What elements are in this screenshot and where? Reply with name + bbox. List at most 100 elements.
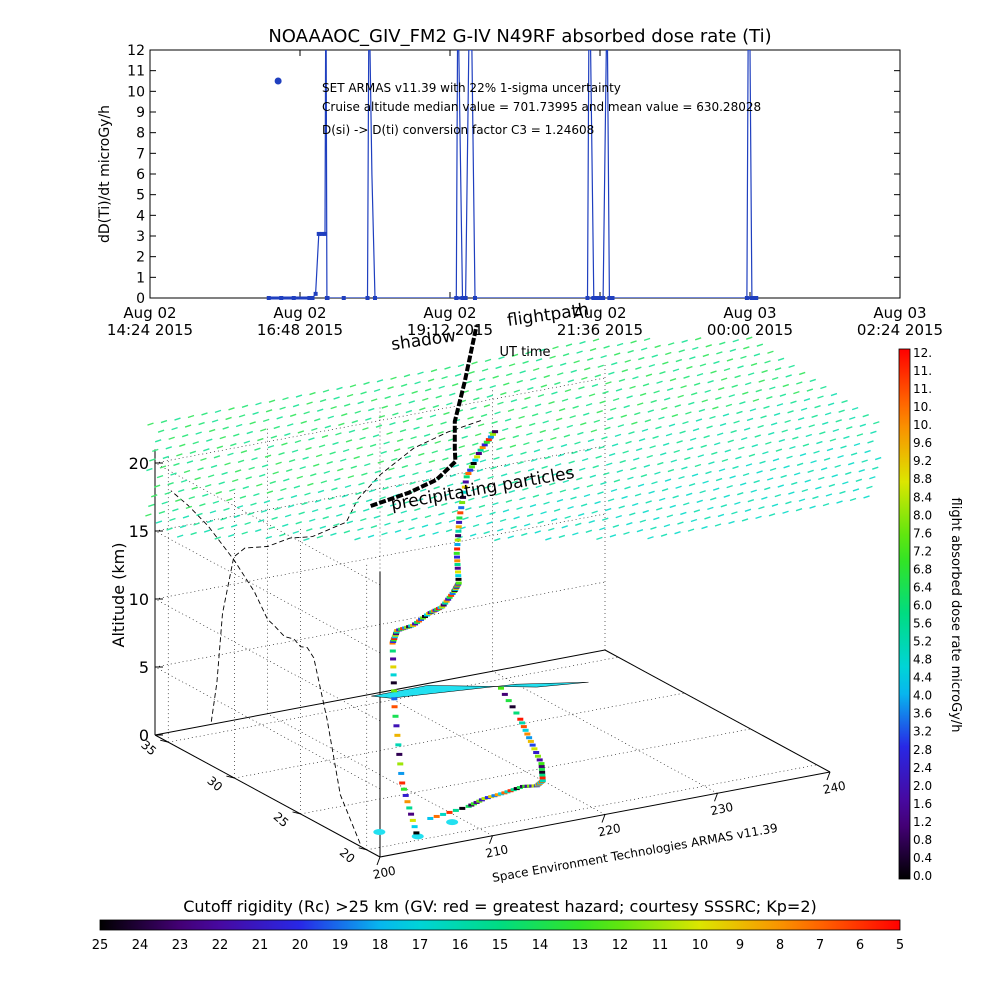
mesh-dash — [658, 416, 665, 420]
mesh-dash — [148, 503, 155, 508]
mesh-dash — [302, 456, 309, 460]
mesh-dash — [284, 514, 292, 518]
mesh-dash — [630, 340, 637, 344]
dose-rate-x-tick-label-date: Aug 03 — [723, 304, 776, 322]
longitude-tick-label: 240 — [822, 778, 847, 796]
mesh-dash — [811, 414, 818, 418]
mesh-dash — [780, 474, 787, 479]
mesh-dash — [194, 476, 201, 481]
dose-rate-point — [316, 231, 321, 236]
dose-colorbar-tick-label: 6.4 — [913, 580, 932, 594]
mesh-dash — [660, 533, 668, 537]
mesh-dash — [836, 500, 843, 504]
mesh-dash — [557, 453, 565, 457]
mesh-dash — [603, 345, 610, 349]
mesh-dash — [303, 411, 310, 415]
mesh-dash — [549, 355, 556, 359]
mesh-dash — [260, 509, 268, 513]
mesh-dash — [493, 456, 500, 460]
mesh-dash — [338, 422, 345, 426]
mesh-dash — [747, 499, 755, 503]
dose-rate-title: NOAAAOC_GIV_FM2 G-IV N49RF absorbed dose… — [268, 26, 771, 47]
dose-rate-point — [744, 296, 749, 300]
flight-track-dash — [457, 511, 464, 515]
mesh-dash — [461, 435, 468, 439]
mesh-dash — [359, 436, 366, 441]
mesh-dash — [527, 386, 534, 391]
flight-track-dash — [397, 762, 404, 766]
mesh-dash — [604, 507, 612, 512]
mesh-dash — [761, 369, 768, 374]
dose-rate-marker — [274, 77, 282, 85]
precip-polygon — [371, 681, 589, 699]
mesh-dash — [535, 484, 543, 489]
mesh-dash — [627, 476, 634, 480]
mesh-dash — [489, 384, 496, 389]
mesh-dash — [768, 513, 776, 517]
mesh-dash — [445, 447, 452, 451]
mesh-dash — [186, 460, 194, 464]
mesh-dash — [818, 476, 825, 481]
mesh-dash — [565, 343, 573, 347]
mesh-dash — [292, 530, 300, 535]
mesh-dash — [529, 504, 537, 508]
mesh-dash — [430, 368, 438, 373]
mesh-dash — [766, 396, 773, 400]
mesh-dash — [380, 450, 387, 455]
mesh-dash — [486, 521, 493, 525]
dose-colorbar-tick-label: 3.2 — [913, 725, 932, 739]
mesh-dash — [408, 526, 415, 531]
mesh-dash — [587, 438, 595, 443]
mesh-dash — [717, 387, 725, 391]
mesh-dash — [604, 426, 611, 430]
mesh-dash — [541, 465, 548, 469]
mesh-dash — [198, 421, 205, 426]
dose-rate-x-tick-label-date: Aug 02 — [123, 304, 176, 322]
mesh-dash — [280, 487, 287, 492]
mesh-dash — [215, 490, 223, 495]
mesh-dash — [522, 360, 529, 364]
mesh-dash — [783, 465, 790, 469]
mesh-dash — [646, 454, 653, 459]
back-wall-projection — [210, 419, 482, 722]
latitude-tick — [226, 775, 235, 779]
floor-grid-lat — [366, 764, 817, 851]
ground-track-dash — [494, 793, 501, 797]
mesh-dash — [704, 389, 711, 393]
mesh-dash — [769, 386, 776, 390]
mesh-dash — [384, 522, 391, 526]
mesh-dash — [391, 457, 398, 462]
dose-colorbar-tick-label: 11. — [913, 382, 932, 396]
mesh-dash — [581, 457, 589, 462]
mesh-dash — [795, 508, 803, 512]
flight-track-dash — [395, 743, 402, 747]
mesh-dash — [815, 486, 822, 490]
mesh-dash — [224, 462, 231, 466]
mesh-dash — [344, 484, 352, 489]
mesh-dash — [710, 497, 717, 501]
latitude-tick-label: 30 — [204, 774, 225, 795]
mesh-dash — [268, 399, 276, 403]
mesh-dash — [264, 454, 272, 458]
mesh-dash — [308, 437, 315, 441]
mesh-dash — [594, 500, 601, 505]
mesh-dash — [411, 517, 418, 521]
flight-track-dash — [400, 787, 407, 791]
dose-colorbar-tick-label: 0.4 — [913, 851, 932, 865]
ground-track-dash — [497, 686, 504, 690]
mesh-dash — [421, 524, 429, 528]
mesh-dash — [549, 482, 556, 486]
dose-rate-point — [319, 231, 324, 236]
mesh-dash — [311, 427, 318, 432]
mesh-dash — [866, 485, 873, 490]
mesh-dash — [343, 530, 351, 534]
mesh-dash — [458, 445, 466, 449]
mesh-dash — [674, 404, 682, 408]
mesh-dash — [561, 525, 568, 529]
mesh-dash — [501, 427, 509, 432]
mesh-dash — [592, 465, 599, 469]
mesh-dash — [179, 524, 187, 529]
mesh-dash — [363, 508, 370, 512]
flight-track-dash — [485, 438, 492, 442]
mesh-dash — [591, 383, 599, 388]
